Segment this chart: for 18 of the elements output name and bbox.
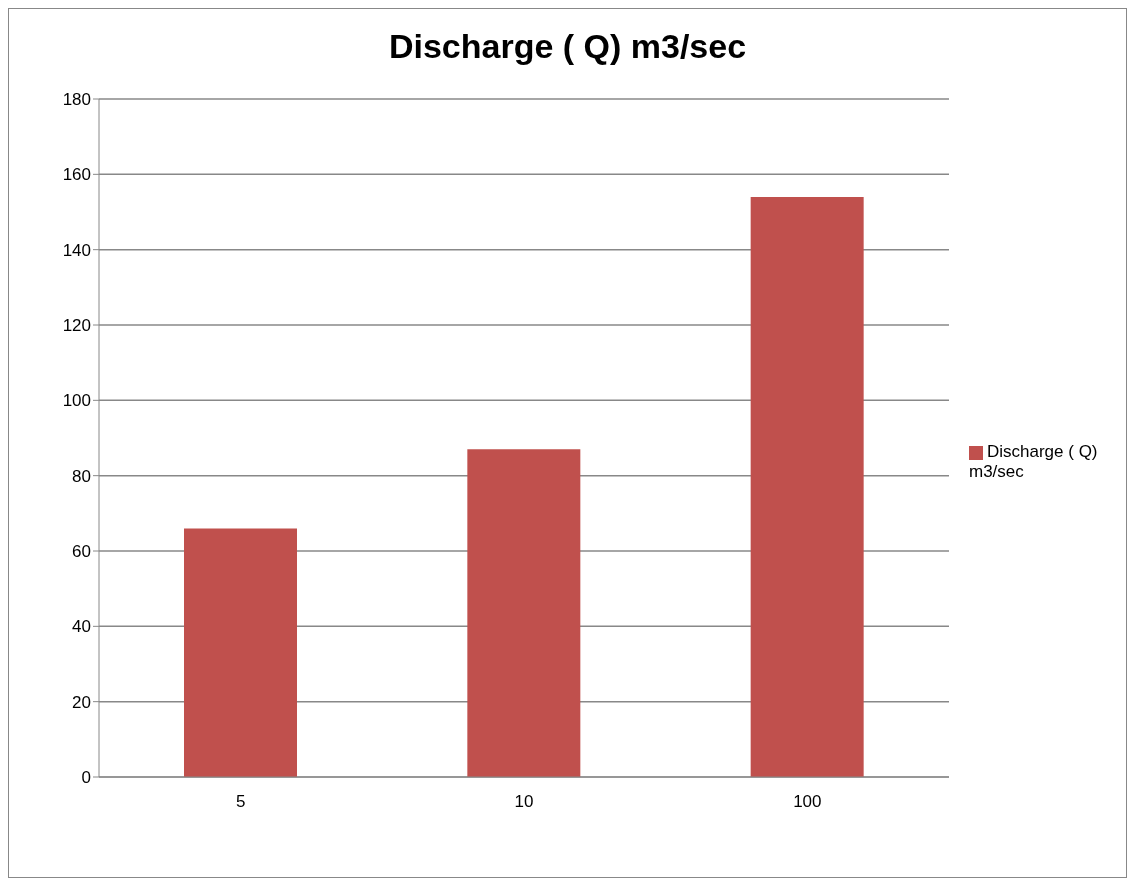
y-tick-label: 100 bbox=[62, 391, 91, 411]
x-tick-label: 5 bbox=[235, 792, 246, 812]
y-tick-label: 160 bbox=[62, 165, 91, 185]
bar bbox=[750, 196, 864, 777]
legend-label: Discharge ( Q) m3/sec bbox=[969, 442, 1098, 481]
y-tick-label: 140 bbox=[62, 240, 91, 260]
y-tick-label: 60 bbox=[72, 542, 91, 562]
bar bbox=[467, 449, 581, 777]
y-tick-label: 20 bbox=[72, 692, 91, 712]
x-tick-label: 100 bbox=[793, 792, 822, 812]
y-tick-label: 0 bbox=[81, 768, 91, 788]
x-tick-label: 10 bbox=[514, 792, 534, 812]
y-tick-label: 180 bbox=[62, 90, 91, 110]
y-tick-label: 80 bbox=[72, 466, 91, 486]
y-tick-label: 40 bbox=[72, 617, 91, 637]
y-tick-label: 120 bbox=[62, 316, 91, 336]
chart-title: Discharge ( Q) m3/sec bbox=[387, 27, 748, 67]
bar bbox=[184, 528, 297, 777]
